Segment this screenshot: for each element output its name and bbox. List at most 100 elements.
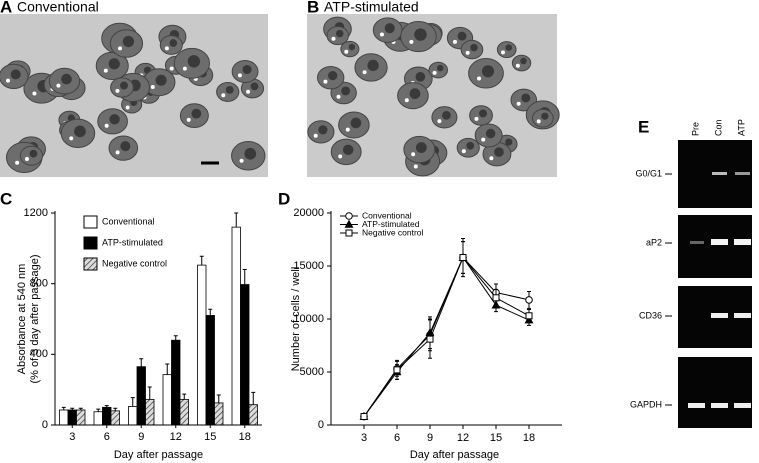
error-bar <box>208 308 213 316</box>
bar <box>59 409 69 426</box>
x-tick-label: 6 <box>394 432 400 444</box>
bar <box>136 366 146 426</box>
star <box>117 46 122 51</box>
legend-swatch <box>83 215 98 229</box>
lane-label: Con <box>713 119 723 136</box>
legend-label: ATP-stimulated <box>102 237 163 247</box>
series-line <box>363 256 530 417</box>
star <box>104 123 109 128</box>
star <box>461 149 466 154</box>
star <box>409 39 414 44</box>
star <box>338 154 343 159</box>
lipid <box>120 141 131 152</box>
legend-label: ATP-stimulated <box>362 219 420 229</box>
lipid <box>318 125 328 135</box>
bar <box>240 284 250 426</box>
star <box>336 94 341 99</box>
marker <box>525 312 533 320</box>
star <box>103 68 108 73</box>
lipid <box>244 147 257 160</box>
lipid <box>470 43 478 52</box>
star <box>125 105 130 110</box>
star <box>481 137 486 142</box>
y-tick-label: 800 <box>30 278 48 290</box>
star <box>331 36 336 41</box>
lipid <box>250 82 259 91</box>
error-bar <box>147 386 152 400</box>
y-tick-label: 20000 <box>293 207 324 219</box>
marker <box>344 219 354 228</box>
error-bar <box>234 212 239 228</box>
star <box>515 63 520 68</box>
x-tick-label: 18 <box>523 432 535 444</box>
error-bar <box>130 397 135 407</box>
y-tick-label: 0 <box>42 419 48 431</box>
x-tick-label: 15 <box>490 432 502 444</box>
error-bar <box>96 408 101 412</box>
x-tick-label: 15 <box>204 431 216 443</box>
star <box>452 39 457 44</box>
error-bar <box>251 391 256 405</box>
marker <box>459 254 467 262</box>
marker <box>393 366 401 374</box>
lipid <box>409 88 421 100</box>
series-line <box>363 256 530 417</box>
x-tick-label: 3 <box>361 432 367 444</box>
error-bar <box>242 269 247 285</box>
bar <box>128 406 138 426</box>
panel-label: C <box>0 189 12 208</box>
star <box>115 88 120 93</box>
y-tick-label: 0 <box>318 419 324 431</box>
error-bar <box>70 407 75 410</box>
bar <box>179 398 189 426</box>
x-tick-label: 9 <box>427 432 433 444</box>
cells <box>0 16 560 177</box>
star <box>237 73 242 78</box>
bar <box>110 410 120 426</box>
lipid <box>367 59 379 72</box>
lipid <box>187 55 201 68</box>
panel-label: A <box>0 0 12 16</box>
lipid <box>348 43 356 51</box>
lipid <box>505 44 512 51</box>
lipid <box>485 128 496 139</box>
error-bar <box>139 358 144 367</box>
panel-label: D <box>278 189 290 208</box>
lipid <box>225 86 234 94</box>
lipid <box>61 73 72 85</box>
lipid <box>341 86 351 96</box>
error-bar <box>78 407 83 410</box>
star <box>379 32 384 37</box>
star <box>477 76 482 81</box>
legend-swatch <box>83 236 98 250</box>
bar <box>76 409 86 426</box>
error-bar <box>104 405 109 408</box>
star <box>6 78 11 83</box>
gel <box>678 140 752 428</box>
star <box>164 46 169 51</box>
star <box>150 84 155 89</box>
bar <box>214 402 224 426</box>
lipid <box>415 71 426 82</box>
star <box>474 116 479 121</box>
x-tick-label: 3 <box>69 431 75 443</box>
marker <box>492 294 500 302</box>
lipid <box>520 57 527 65</box>
star <box>32 91 37 96</box>
star <box>516 101 521 106</box>
y-axis-label: Number of cells / well <box>290 267 302 372</box>
legend-label: Conventional <box>362 210 412 220</box>
star <box>465 50 470 55</box>
marker <box>345 212 353 220</box>
marker <box>426 335 434 343</box>
y-tick-label: 1200 <box>24 207 48 219</box>
lipid <box>466 141 475 150</box>
lipid <box>481 65 495 78</box>
lipid <box>457 31 467 41</box>
x-tick-label: 6 <box>104 431 110 443</box>
star <box>221 93 226 98</box>
bar <box>248 404 258 426</box>
lipid <box>384 23 395 34</box>
marker <box>360 413 368 421</box>
lane-label: ATP <box>736 119 746 136</box>
